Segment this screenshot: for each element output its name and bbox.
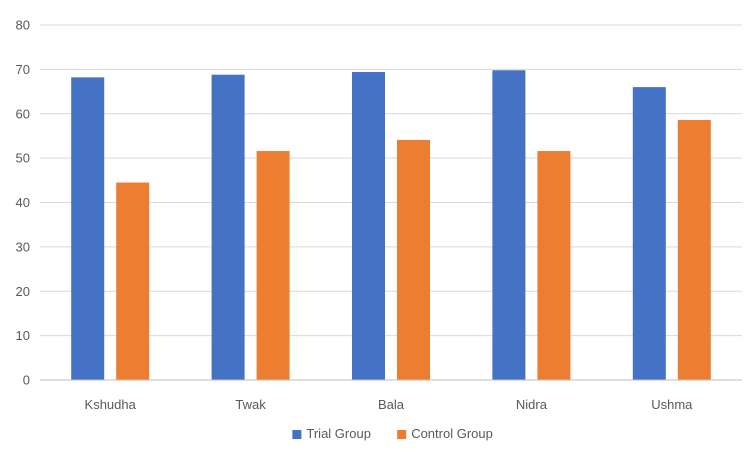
legend-label-control-group: Control Group — [411, 426, 493, 441]
bar-trial-group-ushma — [632, 87, 666, 380]
bars — [71, 70, 711, 381]
y-tick-label: 30 — [16, 239, 30, 254]
x-category-label: Bala — [378, 397, 405, 412]
y-tick-label: 20 — [16, 284, 30, 299]
bar-control-group-bala — [397, 139, 430, 380]
bar-control-group-ushma — [677, 119, 711, 381]
legend: Trial Group Control Group — [292, 426, 493, 441]
bar-control-group-kshudha — [116, 182, 150, 380]
y-tick-label: 80 — [16, 18, 30, 33]
y-tick-label: 60 — [16, 106, 30, 121]
category-labels: Kshudha Twak Bala Nidra Ushma — [85, 397, 694, 412]
bar-control-group-twak — [256, 151, 290, 380]
y-tick-label: 70 — [16, 62, 30, 77]
x-category-label: Kshudha — [85, 397, 137, 412]
x-category-label: Ushma — [651, 397, 693, 412]
gridlines — [40, 24, 742, 337]
y-tick-label: 40 — [16, 195, 30, 210]
legend-swatch-control-group — [397, 430, 407, 439]
y-axis-ticks: 0 10 20 30 40 50 60 70 80 — [16, 18, 30, 388]
x-category-label: Twak — [235, 397, 266, 412]
legend-label-trial-group: Trial Group — [306, 426, 371, 441]
bar-trial-group-bala — [352, 72, 385, 380]
bar-control-group-nidra — [537, 151, 571, 380]
legend-swatch-trial-group — [292, 430, 302, 439]
bar-trial-group-nidra — [492, 70, 526, 380]
y-tick-label: 0 — [23, 373, 30, 388]
y-tick-label: 10 — [16, 328, 30, 343]
bar-trial-group-kshudha — [71, 77, 105, 381]
x-category-label: Nidra — [516, 397, 548, 412]
y-tick-label: 50 — [16, 151, 30, 166]
bar-trial-group-twak — [211, 74, 245, 380]
